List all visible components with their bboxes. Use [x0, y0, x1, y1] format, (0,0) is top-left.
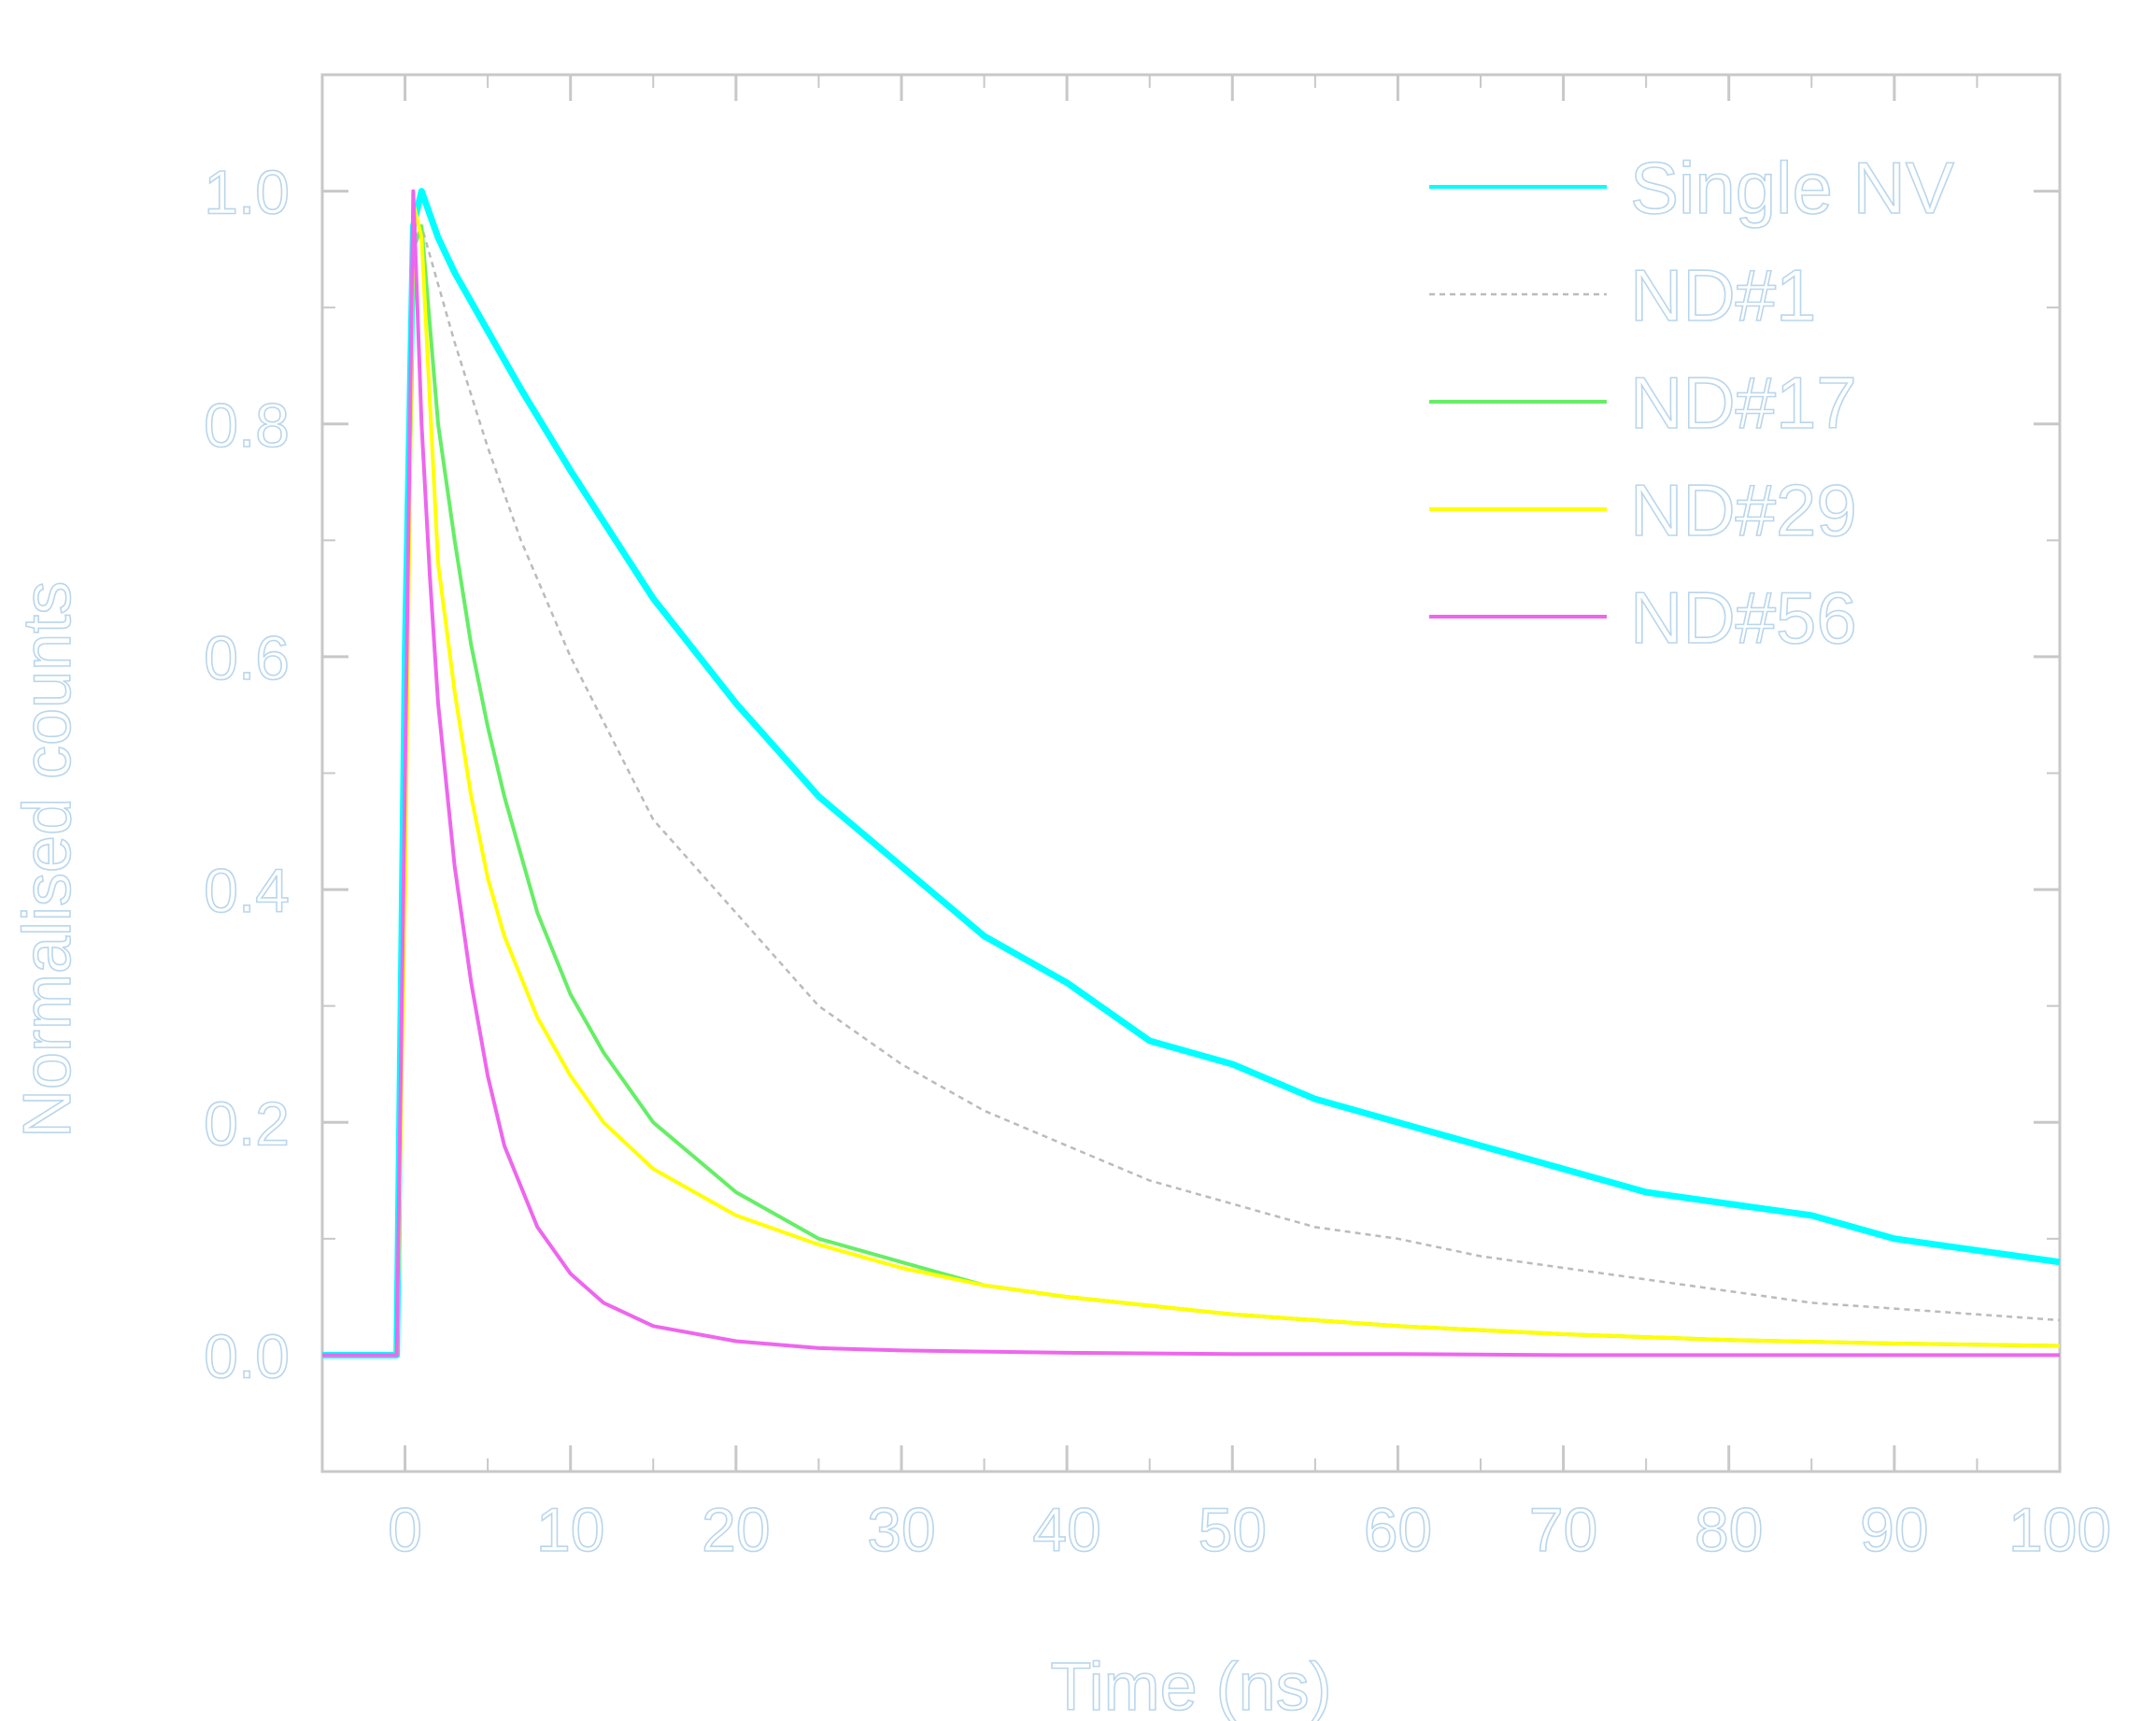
y-ticks: 0.0 0.2 0.4 0.6 0.8 1.0 — [203, 74, 2060, 1472]
x-tick-label: 70 — [1529, 1495, 1597, 1564]
x-tick-label: 20 — [702, 1495, 770, 1564]
legend-label: ND#17 — [1630, 362, 1857, 444]
x-tick-label: 50 — [1199, 1495, 1267, 1564]
legend-label: ND#29 — [1630, 469, 1857, 551]
legend: Single NV ND#1 ND#17 ND#29 ND#56 — [1429, 146, 1955, 660]
x-axis-title: Time (ns) — [1050, 1650, 1331, 1721]
y-tick-label: 0.2 — [204, 1088, 290, 1158]
legend-label: ND#56 — [1630, 576, 1857, 659]
x-tick-label: 80 — [1695, 1495, 1763, 1564]
x-tick-label: 30 — [867, 1495, 935, 1564]
x-tick-label: 90 — [1860, 1495, 1928, 1564]
series-line-nd-1 — [322, 224, 2061, 1357]
x-tick-label: 60 — [1364, 1495, 1432, 1564]
y-tick-label: 0.6 — [204, 623, 290, 692]
x-ticks: 0 10 20 30 40 50 60 70 80 90 100 — [387, 75, 2112, 1565]
legend-label: Single NV — [1630, 147, 1954, 229]
x-tick-label: 0 — [388, 1495, 422, 1564]
x-tick-label: 100 — [2008, 1495, 2111, 1564]
y-axis-title: Normalised counts — [10, 581, 85, 1138]
legend-label: ND#1 — [1630, 254, 1816, 336]
x-tick-label: 10 — [536, 1495, 604, 1564]
y-tick-label: 0.4 — [204, 856, 290, 925]
series-layer — [322, 188, 2061, 1358]
series-line-single-nv — [322, 188, 2061, 1358]
series-line-nd-29 — [322, 201, 2061, 1358]
y-tick-label: 0.8 — [204, 391, 290, 460]
y-tick-label: 1.0 — [204, 158, 290, 227]
x-tick-label: 40 — [1032, 1495, 1100, 1564]
series-line-nd-56 — [322, 189, 2060, 1358]
y-tick-label: 0.0 — [204, 1321, 290, 1390]
